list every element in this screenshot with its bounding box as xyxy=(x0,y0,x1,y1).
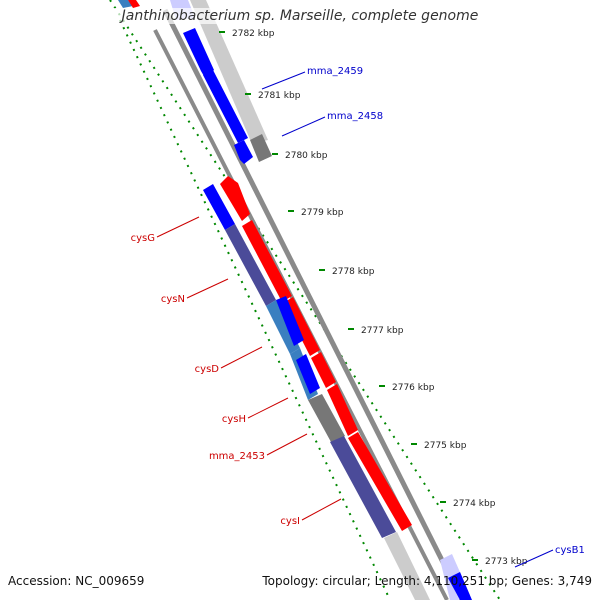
feature-blue-cysD xyxy=(276,296,304,346)
gene-label-cysh[interactable]: cysH xyxy=(222,414,246,425)
tick-label: 2773 kbp xyxy=(485,557,528,567)
gene-labels: mma_2459 mma_2458 cysG cysN cysD cysH mma_2453… xyxy=(131,66,585,568)
feature-blue-reverse-1 xyxy=(183,28,214,78)
map-title: Janthinobacterium sp. Marseille, complet… xyxy=(0,8,600,24)
tick-label: 2778 kbp xyxy=(332,267,375,277)
gene-label-cysb1[interactable]: cysB1 xyxy=(555,545,585,556)
tick-label: 2776 kbp xyxy=(392,383,435,393)
feature-dark-gray-forward xyxy=(250,134,272,162)
feature-gray-mma2453 xyxy=(308,394,345,442)
feature-blue-reverse-2 xyxy=(203,70,248,143)
feature-blue-cysG xyxy=(203,184,235,230)
feature-red-mma2453 xyxy=(327,384,358,436)
feature-gray-forward-top xyxy=(190,0,268,144)
feature-top-red xyxy=(128,0,140,8)
gene-label-leader xyxy=(186,278,229,299)
feature-blue-reverse-3 xyxy=(234,140,253,164)
tick-label: 2777 kbp xyxy=(361,326,404,336)
feature-red-cysI xyxy=(348,432,412,531)
gene-label-leader xyxy=(514,549,554,568)
scale-ticks: 2782 kbp 2781 kbp 2780 kbp 2779 kbp 2778 kbp… xyxy=(219,29,528,567)
accession-text: Accession: NC_009659 xyxy=(8,574,145,588)
tick-label: 2775 kbp xyxy=(424,441,467,451)
inner-dotted-ring xyxy=(119,19,391,601)
gene-label-leader xyxy=(301,498,342,521)
feature-red-cysG xyxy=(220,176,250,221)
tick-label: 2782 kbp xyxy=(232,29,275,39)
tick-label: 2774 kbp xyxy=(453,499,496,509)
feature-red-cysH xyxy=(311,352,336,388)
gene-label-leader xyxy=(266,433,308,456)
feature-gray-lower xyxy=(384,532,430,600)
gene-label-leader xyxy=(281,116,326,137)
topology-text: Topology: circular; Length: 4,110,251 bp… xyxy=(262,574,592,588)
feature-navy-cysI xyxy=(330,436,396,538)
gene-label-cysg[interactable]: cysG xyxy=(131,233,155,244)
feature-steel-cysD xyxy=(266,300,300,354)
tick-label: 2781 kbp xyxy=(258,91,301,101)
feature-blue-cysB1 xyxy=(448,572,472,600)
gene-label-cysn[interactable]: cysN xyxy=(161,294,185,305)
feature-red-cysN xyxy=(242,220,292,302)
gene-label-leader xyxy=(156,216,200,238)
gene-label-leader xyxy=(261,71,306,90)
gene-label-leader xyxy=(247,397,289,419)
tick-label: 2780 kbp xyxy=(285,151,328,161)
tick-label: 2779 kbp xyxy=(301,208,344,218)
backbone-line-outer xyxy=(162,8,465,602)
feature-navy-cysN xyxy=(225,224,276,306)
gene-label-cysd[interactable]: cysD xyxy=(195,364,220,375)
gene-label-mma-2458[interactable]: mma_2458 xyxy=(327,111,383,122)
gene-label-cysi[interactable]: cysI xyxy=(280,516,300,527)
gene-label-mma-2453[interactable]: mma_2453 xyxy=(209,451,265,462)
gene-label-leader xyxy=(220,346,263,369)
feature-blue-cysH xyxy=(296,354,320,394)
gene-label-mma-2459[interactable]: mma_2459 xyxy=(307,66,363,77)
